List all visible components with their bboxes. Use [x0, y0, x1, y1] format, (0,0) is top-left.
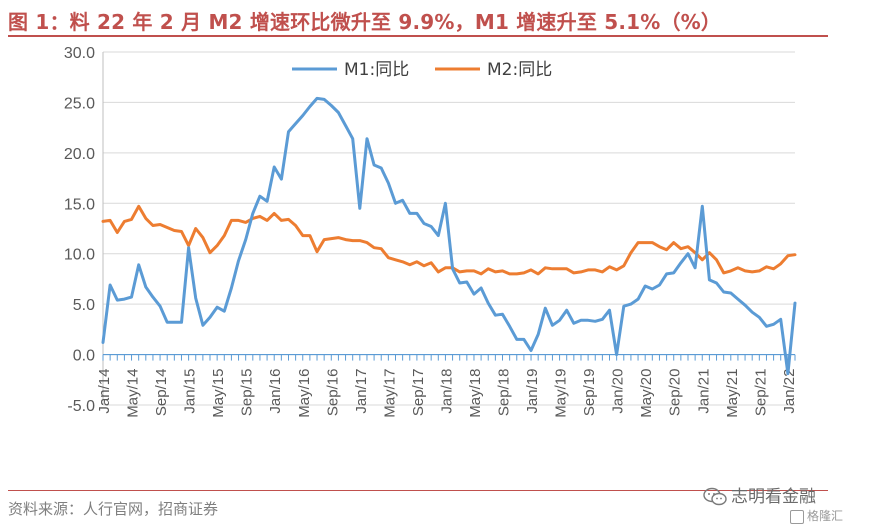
- x-tick-label: Sep/20: [667, 369, 684, 417]
- legend: M1:同比 M2:同比: [292, 60, 552, 80]
- g-logo-icon: [790, 509, 804, 524]
- legend-m1-label: M1:同比: [344, 60, 409, 80]
- x-tick-label: Jan/14: [96, 369, 113, 414]
- watermark: 志明看金融: [703, 482, 816, 507]
- x-tick-label: May/15: [210, 369, 227, 418]
- x-tick-label: May/17: [381, 369, 398, 418]
- x-tick-label: Jan/19: [524, 369, 541, 414]
- x-tick-label: May/20: [638, 369, 655, 418]
- x-tick-label: Sep/18: [496, 369, 513, 417]
- y-tick-label: -5.0: [67, 398, 95, 415]
- chart-title: 图 1：料 22 年 2 月 M2 增速环比微升至 9.9%，M1 增速升至 5…: [8, 10, 722, 34]
- x-tick-label: Jan/15: [182, 369, 199, 414]
- gelonghui-logo: 格隆汇: [790, 507, 843, 524]
- y-tick-label: 25.0: [64, 95, 95, 112]
- x-tick-label: Jan/20: [610, 369, 627, 414]
- x-tick-label: May/14: [125, 369, 142, 418]
- series-lines: [101, 96, 797, 376]
- x-tick-label: Jan/18: [438, 369, 455, 414]
- x-tick-label: May/18: [467, 369, 484, 418]
- series-m1-line: [101, 96, 797, 376]
- x-tick-label: Sep/19: [581, 369, 598, 417]
- y-tick-label: 10.0: [64, 247, 95, 264]
- chart: -5.0 0.0 5.0 10.0 15.0 20.0 25.0 30.0 Jan/14 May…: [64, 45, 798, 418]
- x-axis: Jan/14 May/14 Sep/14 Jan/15 May/15 Sep/15 Jan/…: [96, 353, 798, 418]
- x-tick-label: May/16: [296, 369, 313, 418]
- y-tick-label: 30.0: [64, 45, 95, 62]
- x-tick-label: Jan/16: [267, 369, 284, 414]
- y-axis: -5.0 0.0 5.0 10.0 15.0 20.0 25.0 30.0: [64, 45, 104, 415]
- x-tick-label: May/21: [724, 369, 741, 418]
- title-divider: [8, 35, 828, 37]
- source-note: 资料来源：人行官网，招商证券: [8, 500, 219, 518]
- x-tick-label: May/19: [553, 369, 570, 418]
- x-tick-label: Sep/14: [153, 369, 170, 417]
- y-tick-label: 0.0: [73, 348, 95, 365]
- x-tick-label: Jan/21: [695, 369, 712, 414]
- x-tick-label: Sep/16: [324, 369, 341, 417]
- legend-m2-label: M2:同比: [487, 60, 552, 80]
- y-tick-label: 20.0: [64, 146, 95, 163]
- series-m2-line: [101, 204, 797, 276]
- y-tick-label: 5.0: [73, 297, 95, 314]
- x-tick-label: Sep/21: [752, 369, 769, 417]
- x-tick-label: Sep/17: [410, 369, 427, 417]
- footer-divider: [8, 490, 828, 491]
- gelonghui-text: 格隆汇: [807, 509, 844, 523]
- watermark-text: 志明看金融: [731, 487, 816, 507]
- x-tick-label: Jan/22: [781, 369, 798, 414]
- wechat-icon: [703, 487, 727, 506]
- x-tick-label: Jan/17: [353, 369, 370, 414]
- y-tick-label: 15.0: [64, 196, 95, 213]
- x-tick-label: Sep/15: [239, 369, 256, 417]
